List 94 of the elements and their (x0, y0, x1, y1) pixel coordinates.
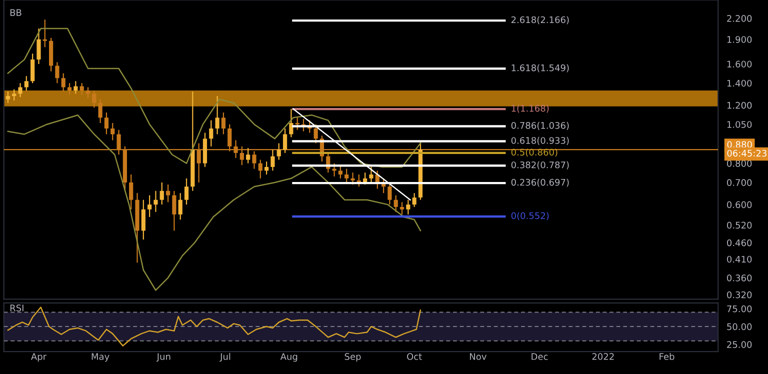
candlestick (141, 199, 146, 240)
y-tick-label: 2.200 (727, 15, 752, 22)
candlestick (270, 149, 275, 172)
candlestick (338, 164, 342, 179)
x-tick-label: Jun (156, 353, 170, 362)
candlestick (129, 174, 134, 210)
candlestick (166, 184, 170, 203)
y-tick-label: 0.410 (727, 256, 752, 263)
y-tick-label: 0.320 (727, 291, 752, 298)
candlestick (234, 140, 238, 159)
candlestick (369, 166, 374, 184)
candlestick (148, 194, 152, 218)
candlestick (264, 160, 269, 176)
candlestick (30, 53, 35, 84)
candlestick (412, 192, 416, 208)
candlestick (61, 72, 66, 92)
text: 06:45:23 (727, 150, 766, 157)
candlestick (289, 108, 294, 138)
candlestick (110, 122, 115, 141)
line-series (7, 114, 422, 291)
series-label: 0.786(1.036) (511, 122, 569, 130)
x-tick-label: May (92, 353, 110, 362)
series-label: 0.618(0.933) (511, 136, 569, 145)
y-tick-label: 0.700 (727, 179, 752, 186)
candlestick (314, 124, 318, 144)
candlestick (209, 120, 214, 147)
x-tick-label: Oct (407, 353, 422, 360)
y-tick-label: 25.00 (727, 341, 752, 348)
y-tick-label: 1.600 (727, 60, 752, 68)
y-tick-label: 50.00 (727, 323, 752, 330)
candlestick (350, 172, 355, 186)
candlestick (344, 168, 349, 184)
candlestick (196, 142, 201, 184)
candlestick (36, 28, 41, 65)
candlestick (258, 159, 262, 179)
y-tick-label: 0.600 (727, 201, 752, 208)
candlestick (92, 90, 96, 108)
candlestick (228, 124, 232, 152)
candlestick (154, 190, 158, 212)
candlestick (74, 80, 78, 94)
chart-title: RSI (10, 304, 24, 312)
text: BB (10, 9, 22, 16)
series-label: 2.618(2.166) (511, 16, 569, 24)
candlestick (98, 98, 102, 124)
y-tick-label: 0.360 (727, 274, 752, 282)
x-tick-label: Aug (280, 353, 298, 362)
y-tick-label: 1.400 (727, 80, 752, 87)
x-tick-label: 2022 (592, 353, 614, 360)
x-tick-label: Feb (660, 352, 674, 360)
candlestick (18, 82, 22, 98)
candlestick (55, 62, 60, 84)
candlestick (252, 150, 256, 170)
candlestick (67, 82, 72, 96)
x-tick-label: Apr (30, 353, 47, 362)
x-tick-label: Jul (220, 352, 230, 362)
series-label: 0(0.552) (511, 212, 549, 220)
candlestick (276, 142, 281, 160)
y-tick-label: 1.200 (727, 102, 752, 109)
candlestick (178, 192, 182, 220)
y-tick-label: 0.460 (727, 239, 752, 246)
candlestick (400, 202, 404, 215)
y-tick-label: 1.050 (727, 121, 752, 128)
line-series (7, 306, 422, 346)
candlestick (172, 190, 176, 232)
y-tick-label: 0.520 (727, 222, 752, 229)
x-tick-label: Nov (470, 353, 486, 360)
series-label: 0.236(0.697) (511, 178, 569, 187)
line-series (7, 28, 422, 168)
candlestick (221, 112, 226, 135)
candlestick (80, 82, 84, 96)
y-tick-label: 1.900 (727, 36, 752, 43)
candlestick (42, 19, 47, 48)
y-tick-label: 75.00 (727, 305, 752, 312)
candlestick (6, 90, 10, 104)
series-label: 0.382(0.787) (511, 161, 569, 170)
candlestick (24, 76, 28, 92)
candlestick (295, 117, 300, 130)
candlestick (160, 182, 164, 206)
candlestick (184, 178, 189, 206)
series-label: 1.618(1.549) (512, 64, 569, 72)
x-tick-label: Sep (344, 353, 361, 362)
candlestick (116, 129, 121, 156)
candlestick (394, 194, 398, 212)
series-label: 1(1.168) (512, 104, 549, 113)
candlestick (282, 128, 288, 154)
candlestick (104, 112, 109, 135)
candlestick (246, 147, 250, 164)
candlestick (406, 199, 410, 215)
candlestick (12, 88, 16, 102)
x-tick-label: Dec (532, 353, 548, 360)
candlestick (240, 146, 244, 166)
candlestick (215, 95, 220, 135)
series-label: 0.5(0.860) (511, 148, 558, 157)
candlestick (388, 184, 392, 206)
